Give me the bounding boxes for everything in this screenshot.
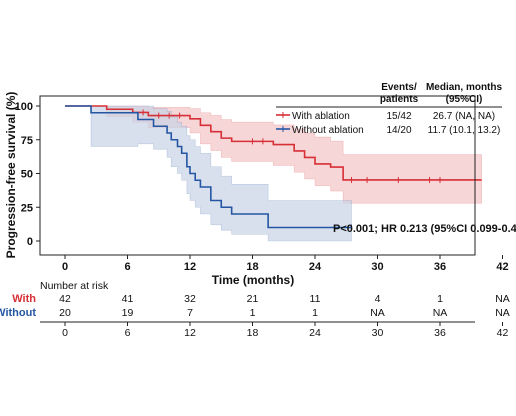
risk-cell-1-6: NA — [433, 307, 448, 319]
x-tick-label-7: 42 — [496, 261, 508, 273]
x-axis-label: Time (months) — [212, 273, 294, 287]
x-tick-label-4: 24 — [309, 261, 322, 273]
risk-cell-0-3: 21 — [247, 293, 259, 305]
legend-events-0: 15/42 — [386, 111, 411, 122]
survival-curve-0 — [65, 105, 482, 181]
x-tick-label-6: 36 — [434, 261, 446, 273]
risk-table-title: Number at risk — [40, 280, 109, 292]
risk-axis-label-6: 36 — [434, 327, 446, 339]
y-axis-label: Progression-free survival (%) — [4, 92, 18, 259]
risk-cell-1-2: 7 — [187, 307, 193, 319]
risk-cell-0-6: 1 — [437, 293, 443, 305]
risk-cell-0-0: 42 — [59, 293, 71, 305]
risk-cell-1-5: NA — [370, 307, 385, 319]
ci-band-1 — [65, 105, 352, 242]
risk-cell-1-7: NA — [495, 307, 510, 319]
x-tick-label-1: 6 — [124, 261, 130, 273]
legend: Events/patients Median, months(95%CI) With… — [276, 82, 502, 136]
legend-median-1: 11.7 (10.1, 13.2) — [428, 125, 501, 136]
risk-axis-label-7: 42 — [497, 327, 509, 339]
risk-cell-0-4: 11 — [310, 293, 321, 305]
risk-cell-1-0: 20 — [59, 307, 71, 319]
legend-header-median-1: (95%CI) — [446, 94, 483, 105]
legend-median-0: 26.7 (NA, NA) — [433, 111, 495, 122]
x-tick-label-2: 12 — [184, 261, 196, 273]
y-tick-label-0: 0 — [27, 236, 33, 248]
axes: 0 25 50 75 100 0 6 12 18 24 30 36 42 — [15, 95, 509, 273]
y-tick-label-4: 100 — [15, 101, 33, 113]
risk-axis-label-4: 24 — [309, 327, 321, 339]
x-tick-label-0: 0 — [62, 261, 68, 273]
risk-axis-label-0: 0 — [62, 327, 68, 339]
risk-axis-label-1: 6 — [125, 327, 131, 339]
x-tick-label-5: 30 — [371, 261, 383, 273]
risk-cell-0-2: 32 — [184, 293, 196, 305]
y-tick-label-1: 25 — [21, 202, 33, 214]
y-tick-label-2: 50 — [21, 169, 33, 181]
risk-cell-0-1: 41 — [122, 293, 134, 305]
risk-axis-label-2: 12 — [184, 327, 196, 339]
risk-row-label-0: With — [12, 293, 36, 305]
legend-events-1: 14/20 — [386, 125, 411, 136]
x-tick-label-3: 18 — [246, 261, 258, 273]
legend-header-events-0: Events/ — [381, 82, 417, 93]
legend-name-1: Without ablation — [292, 125, 364, 136]
legend-header-median-0: Median, months — [426, 82, 503, 93]
risk-axis-label-3: 18 — [247, 327, 259, 339]
legend-name-0: With ablation — [292, 111, 350, 122]
risk-cell-0-5: 4 — [375, 293, 381, 305]
risk-row-label-1: Without — [0, 307, 36, 319]
risk-axis-label-5: 30 — [372, 327, 384, 339]
confidence-bands — [65, 105, 482, 242]
legend-header-events-1: patients — [380, 94, 419, 105]
risk-cell-1-1: 19 — [122, 307, 134, 319]
risk-cell-1-3: 1 — [250, 307, 256, 319]
risk-cell-0-7: NA — [495, 293, 510, 305]
ci-band-0 — [65, 105, 482, 204]
p-value-annotation: P<0.001; HR 0.213 (95%CI 0.099-0.461) — [333, 223, 516, 235]
y-tick-label-3: 75 — [21, 135, 33, 147]
survival-curves — [65, 105, 482, 231]
survival-curve-1 — [65, 105, 352, 229]
risk-cell-1-4: 1 — [312, 307, 318, 319]
plot-frame — [39, 95, 476, 256]
